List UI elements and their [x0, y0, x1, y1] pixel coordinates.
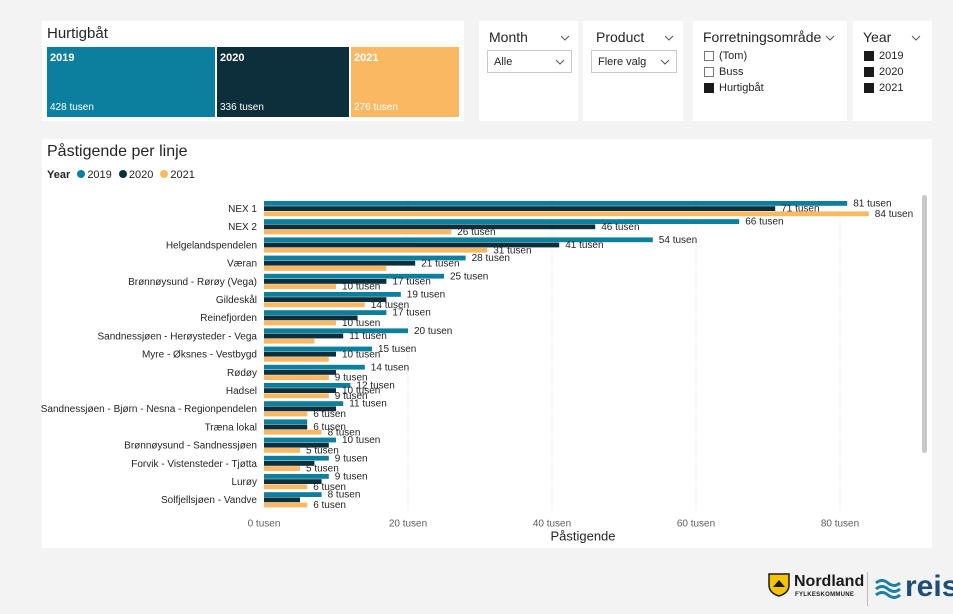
chevron-down-icon[interactable]: [825, 33, 835, 43]
option-2019: 2019: [879, 50, 904, 62]
checkbox-2020[interactable]: [864, 67, 874, 77]
checkbox-buss[interactable]: [704, 67, 714, 77]
tile-year: 2020: [220, 52, 245, 64]
chevron-down-icon[interactable]: [664, 33, 674, 43]
chevron-down-icon: [660, 59, 670, 65]
tile-year: 2019: [50, 52, 75, 64]
tile-2021[interactable]: 2021 276 tusen: [351, 47, 459, 117]
checkbox-2019[interactable]: [864, 51, 874, 61]
option-2021: 2021: [879, 82, 904, 94]
option-buss: Buss: [719, 66, 744, 78]
reis-logo-text: reis: [905, 570, 953, 603]
option-2020: 2020: [879, 66, 904, 78]
chart-card: [42, 139, 932, 548]
product-dropdown[interactable]: Flere valg: [591, 50, 677, 73]
legend-item-2021[interactable]: 2021: [170, 169, 195, 181]
checkbox-tom[interactable]: [704, 51, 714, 61]
legend-dot-2019: [77, 170, 86, 178]
tile-value: 428 tusen: [50, 102, 94, 113]
tile-2020[interactable]: 2020 336 tusen: [217, 47, 349, 117]
chart-title: Påstigende per linje: [47, 143, 188, 160]
chevron-down-icon: [555, 59, 565, 65]
option-tom: (Tom): [719, 50, 748, 62]
reis-waves-icon: [875, 579, 901, 599]
tile-value: 336 tusen: [220, 102, 264, 113]
month-dropdown-value: Alle: [494, 56, 513, 68]
chevron-down-icon[interactable]: [911, 33, 921, 43]
nordland-logo-text: Nordland: [794, 573, 865, 590]
nordland-shield-icon: [768, 573, 790, 597]
legend-title: Year: [47, 169, 71, 181]
month-slicer-title: Month: [489, 29, 528, 45]
tile-value: 276 tusen: [354, 102, 398, 113]
checkbox-hurtigbat[interactable]: [704, 83, 714, 93]
area-slicer: [693, 21, 847, 121]
chart-legend: Year 2019 2020 2021: [47, 169, 195, 181]
legend-item-2020[interactable]: 2020: [128, 169, 154, 181]
option-hurtigbat: Hurtigbåt: [719, 82, 764, 94]
year-slicer-title: Year: [863, 29, 892, 45]
product-dropdown-value: Flere valg: [598, 56, 647, 68]
legend-item-2019[interactable]: 2019: [87, 169, 112, 181]
legend-dot-2021: [160, 170, 169, 178]
area-slicer-title: Forretningsområde: [703, 29, 822, 45]
month-dropdown[interactable]: Alle: [487, 50, 572, 73]
footer-divider: [867, 572, 868, 606]
hurtigbat-title: Hurtigbåt: [47, 25, 108, 42]
product-slicer-title: Product: [596, 29, 645, 45]
tile-year: 2021: [354, 52, 379, 64]
checkbox-2021[interactable]: [864, 83, 874, 93]
nordland-logo-sub: FYLKESKOMMUNE: [795, 592, 855, 598]
legend-dot-2020: [118, 170, 127, 178]
tile-2019[interactable]: 2019 428 tusen: [47, 47, 215, 117]
chart-scrollbar[interactable]: [922, 195, 927, 453]
chevron-down-icon[interactable]: [560, 33, 570, 43]
